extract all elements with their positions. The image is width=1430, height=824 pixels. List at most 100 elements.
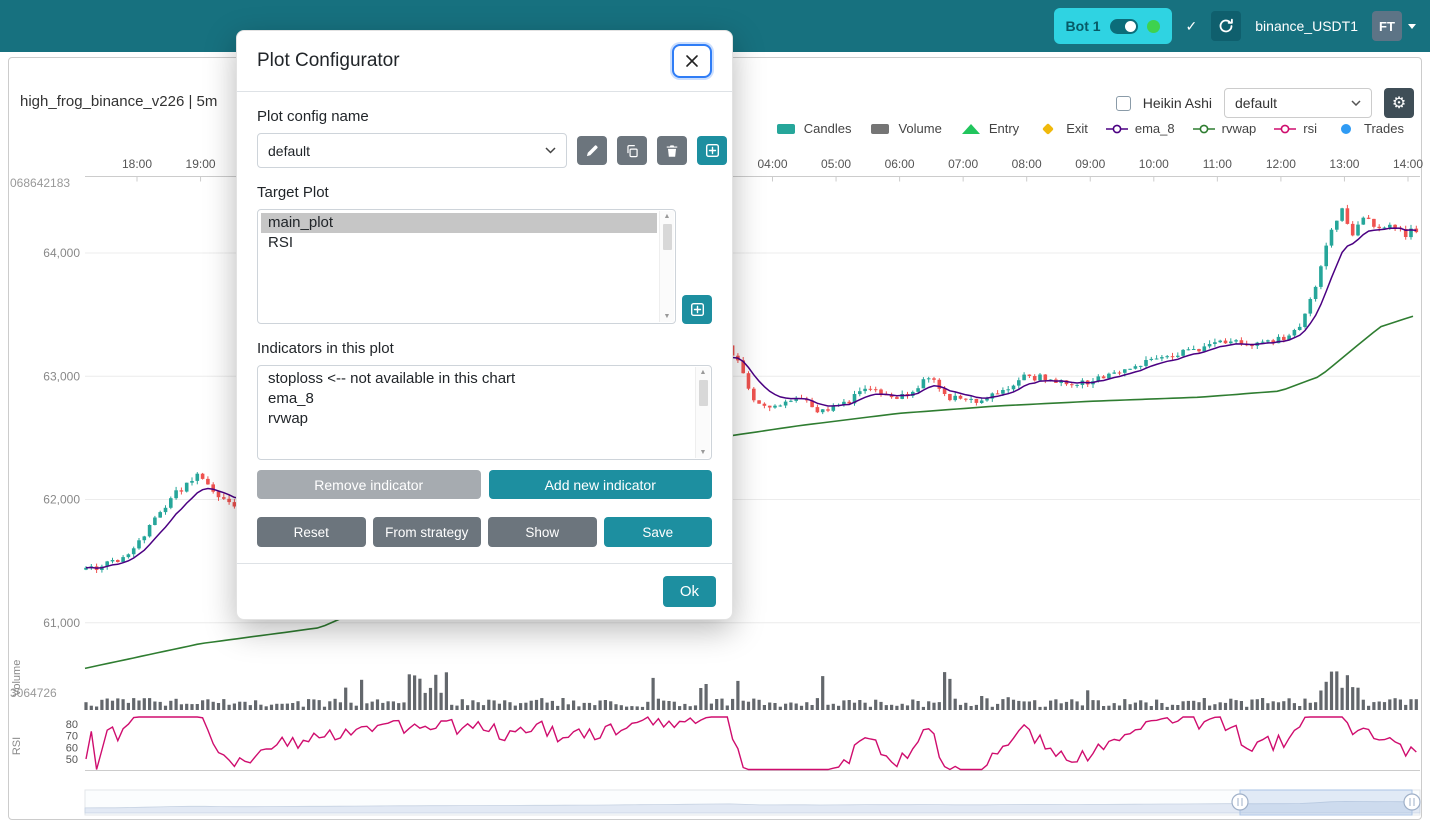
ok-button[interactable]: Ok <box>662 576 716 607</box>
scroll-up-icon[interactable]: ▲ <box>663 213 671 220</box>
legend-item-exit[interactable]: Exit <box>1035 121 1088 136</box>
target-plot-list[interactable]: main_plot RSI ▲ ▼ <box>257 209 676 324</box>
legend-label: Trades <box>1364 121 1404 136</box>
check-icon: ✓ <box>1185 17 1198 34</box>
scroll-down-icon[interactable]: ▼ <box>699 449 707 456</box>
plot-config-select[interactable]: default <box>257 133 567 168</box>
heikin-ashi-label: Heikin Ashi <box>1142 95 1212 111</box>
chevron-down-icon <box>1351 100 1361 106</box>
svg-text:80: 80 <box>66 719 78 731</box>
gear-icon: ⚙ <box>1391 95 1407 112</box>
legend-item-trades[interactable]: Trades <box>1333 121 1404 136</box>
add-indicator-button[interactable]: Add new indicator <box>488 470 712 499</box>
exit-legend-icon <box>1043 123 1054 134</box>
dialog-header: Plot Configurator <box>237 31 732 92</box>
delete-config-button[interactable] <box>657 136 687 165</box>
refresh-icon <box>1219 18 1234 33</box>
svg-text:11:00: 11:00 <box>1203 157 1232 171</box>
legend-item-ema_8[interactable]: ema_8 <box>1104 121 1175 136</box>
user-menu[interactable]: FT <box>1372 11 1416 41</box>
svg-text:3064726: 3064726 <box>10 686 57 700</box>
legend-item-rsi[interactable]: rsi <box>1272 121 1317 136</box>
target-plot-row: main_plot RSI ▲ ▼ <box>257 209 712 324</box>
list-option[interactable]: RSI <box>268 234 294 251</box>
from-strategy-button[interactable]: From strategy <box>372 517 481 547</box>
refresh-button[interactable] <box>1211 11 1242 41</box>
add-config-button[interactable] <box>697 136 727 165</box>
svg-text:62,000: 62,000 <box>43 493 80 507</box>
list-option[interactable]: stoploss <-- not available in this chart <box>268 370 516 387</box>
chart-pair-title: high_frog_binance_v226 | 5m <box>20 93 218 110</box>
plot-config-quick-select[interactable]: default <box>1224 88 1372 118</box>
list-option[interactable]: rvwap <box>268 410 309 427</box>
dialog-title: Plot Configurator <box>257 50 400 71</box>
legend-item-volume[interactable]: Volume <box>867 121 942 136</box>
svg-text:63,000: 63,000 <box>43 369 80 383</box>
svg-text:08:00: 08:00 <box>1012 157 1042 171</box>
reset-button[interactable]: Reset <box>257 517 366 547</box>
plot-config-quick-value: default <box>1235 95 1278 111</box>
indicators-list[interactable]: stoploss <-- not available in this chart… <box>257 365 712 460</box>
svg-text:19:00: 19:00 <box>186 157 216 171</box>
rsi-legend-icon <box>1274 124 1297 133</box>
save-button[interactable]: Save <box>603 517 712 547</box>
zoom-handle-left[interactable] <box>1231 793 1249 811</box>
legend-label: Volume <box>898 121 942 136</box>
plus-square-icon <box>705 143 719 158</box>
add-plot-button[interactable] <box>682 295 712 324</box>
indicators-options: stoploss <-- not available in this chart… <box>261 369 693 429</box>
legend-label: ema_8 <box>1134 121 1175 136</box>
avatar: FT <box>1372 11 1402 41</box>
config-actions: Reset From strategy Show Save <box>257 517 712 547</box>
target-plot-scrollbar[interactable]: ▲ ▼ <box>659 211 674 322</box>
scroll-thumb[interactable] <box>699 380 708 406</box>
legend-label: rsi <box>1303 121 1318 136</box>
dialog-footer: Ok <box>237 563 732 619</box>
svg-text:14:00: 14:00 <box>1393 157 1423 171</box>
price-chart[interactable]: 18:0019:0020:0021:0022:0023:0000:0001:00… <box>0 140 1430 824</box>
duplicate-config-button[interactable] <box>617 136 647 165</box>
close-button[interactable] <box>672 44 712 78</box>
svg-text:06:00: 06:00 <box>885 157 915 171</box>
svg-text:70: 70 <box>66 731 78 743</box>
chevron-down-icon <box>545 147 556 154</box>
heikin-ashi-checkbox[interactable] <box>1115 95 1131 111</box>
plot-config-row: default <box>257 133 727 168</box>
scroll-down-icon[interactable]: ▼ <box>663 313 671 320</box>
list-option[interactable]: ema_8 <box>268 390 314 407</box>
scroll-thumb[interactable] <box>663 224 672 250</box>
indicators-scrollbar[interactable]: ▲ ▼ <box>695 367 710 458</box>
svg-text:05:00: 05:00 <box>821 157 851 171</box>
bot-toggle-knob <box>1124 20 1136 32</box>
legend-item-candles[interactable]: Candles <box>773 121 852 136</box>
plot-settings-button[interactable]: ⚙ <box>1384 88 1414 118</box>
legend-item-entry[interactable]: Entry <box>958 121 1019 136</box>
volume-legend-icon <box>871 123 890 134</box>
plot-configurator-dialog: Plot Configurator Plot config name defau… <box>236 30 733 620</box>
entry-legend-icon <box>961 123 980 134</box>
indicators-label: Indicators in this plot <box>257 340 394 357</box>
bot-toggle[interactable] <box>1109 18 1138 34</box>
legend-label: Exit <box>1066 121 1088 136</box>
legend-label: Entry <box>988 121 1020 136</box>
scroll-up-icon[interactable]: ▲ <box>699 369 707 376</box>
zoom-window[interactable] <box>1239 789 1413 816</box>
chart-controls: Heikin Ashi default ⚙ <box>1115 88 1414 118</box>
edit-config-button[interactable] <box>577 136 607 165</box>
svg-text:Volume: Volume <box>11 660 23 697</box>
show-button[interactable]: Show <box>488 517 597 547</box>
remove-indicator-button[interactable]: Remove indicator <box>257 470 481 499</box>
plot-config-select-value: default <box>268 142 311 159</box>
bot-selector[interactable]: Bot 1 <box>1053 8 1172 44</box>
list-option[interactable]: main_plot <box>261 213 657 233</box>
legend-item-rvwap[interactable]: rvwap <box>1191 121 1256 136</box>
svg-text:07:00: 07:00 <box>948 157 978 171</box>
trades-legend-icon <box>1341 123 1352 134</box>
legend-label: Candles <box>803 121 852 136</box>
svg-text:12:00: 12:00 <box>1266 157 1296 171</box>
dialog-body: Plot config name default <box>237 92 732 563</box>
svg-text:18:00: 18:00 <box>122 157 152 171</box>
zoom-handle-right[interactable] <box>1403 793 1421 811</box>
datazoom-slider[interactable] <box>84 789 1421 816</box>
